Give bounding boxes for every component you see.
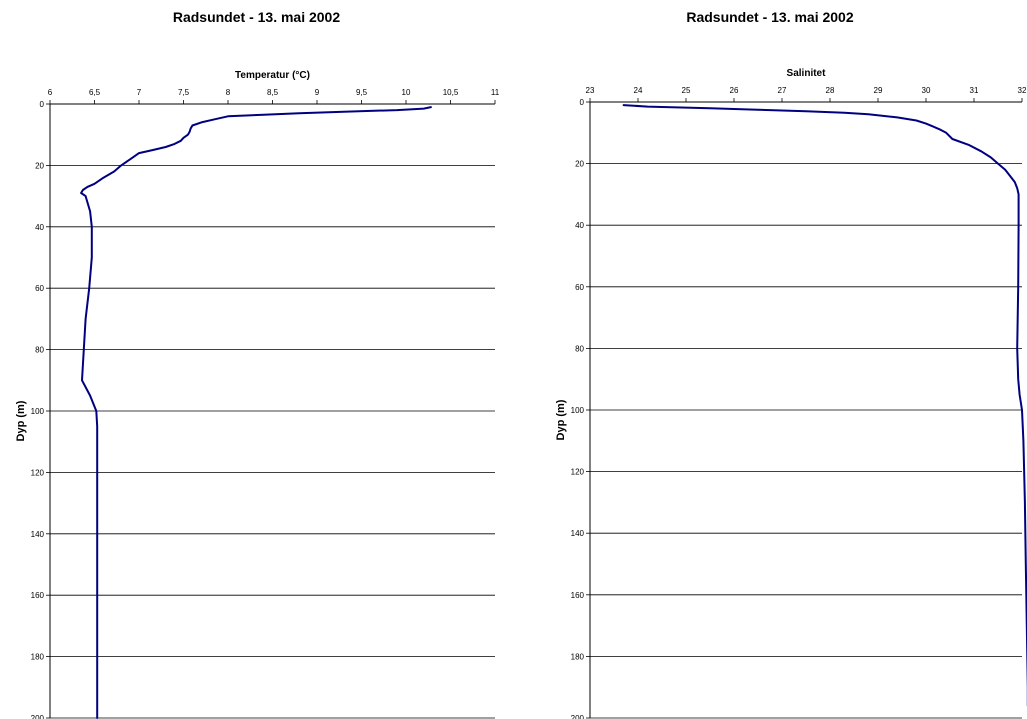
y-tick-label: 60 (35, 284, 44, 293)
y-tick-label: 40 (575, 221, 584, 230)
chart-title: Radsundet - 13. mai 2002 (172, 9, 341, 25)
y-tick-label: 140 (571, 529, 585, 538)
x-tick-label: 7,5 (178, 88, 190, 97)
y-tick-label: 100 (31, 407, 45, 416)
y-tick-label: 120 (31, 468, 45, 477)
y-tick-label: 180 (571, 652, 585, 661)
y-tick-label: 140 (31, 530, 45, 539)
y-axis-label: Dyp (m) (555, 399, 567, 440)
y-tick-label: 20 (35, 161, 44, 170)
temperature-chart: 6 6,5 7 7,5 8 8,5 9 9,5 10 10,5 11 0 20 40 60 80 100 120 1… (15, 70, 500, 719)
salinity-chart: 23 24 25 26 27 28 29 30 31 32 0 20 40 60 80 100 120 140 16… (555, 68, 1027, 719)
x-tick-label: 31 (970, 86, 979, 95)
x-tick-label: 7 (137, 88, 142, 97)
x-axis-label: Temperatur (°C) (235, 70, 310, 81)
salinity-chart-panel: Radsundet - 13. mai 2002 23 24 25 26 27 28 29 3… (513, 0, 1027, 719)
y-tick-label: 200 (571, 714, 585, 719)
x-tick-label: 10,5 (443, 88, 459, 97)
x-tick-label: 28 (826, 86, 835, 95)
x-axis-label: Salinitet (787, 68, 827, 79)
x-tick-label: 8 (226, 88, 231, 97)
x-tick-label: 9,5 (356, 88, 368, 97)
y-tick-label: 20 (575, 160, 584, 169)
y-tick-label: 80 (35, 346, 44, 355)
y-tick-label: 180 (31, 653, 45, 662)
x-tick-label: 29 (874, 86, 883, 95)
chart-title: Radsundet - 13. mai 2002 (686, 9, 854, 25)
y-tick-label: 200 (31, 714, 45, 719)
y-tick-label: 0 (580, 98, 585, 107)
x-tick-label: 24 (634, 86, 643, 95)
x-tick-label: 6 (48, 88, 53, 97)
x-tick-label: 11 (491, 88, 500, 97)
y-tick-label: 80 (575, 344, 584, 353)
y-axis-label: Dyp (m) (15, 400, 27, 441)
series-line (622, 104, 1027, 707)
y-tick-label: 0 (40, 100, 45, 109)
x-tick-label: 26 (730, 86, 739, 95)
y-tick-label: 160 (571, 591, 585, 600)
x-tick-label: 23 (586, 86, 595, 95)
y-tick-label: 100 (571, 406, 585, 415)
x-tick-label: 9 (315, 88, 320, 97)
x-tick-label: 6,5 (89, 88, 101, 97)
temperature-chart-panel: Radsundet - 13. mai 2002 6 6,5 7 7,5 8 8,5 9 9,… (0, 0, 513, 719)
y-tick-label: 160 (31, 591, 45, 600)
x-tick-label: 30 (922, 86, 931, 95)
y-tick-label: 120 (571, 468, 585, 477)
series-line (80, 106, 432, 719)
y-tick-label: 60 (575, 283, 584, 292)
x-tick-label: 32 (1018, 86, 1027, 95)
x-tick-label: 10 (402, 88, 411, 97)
x-tick-label: 27 (778, 86, 787, 95)
x-tick-label: 25 (682, 86, 691, 95)
y-tick-label: 40 (35, 223, 44, 232)
x-tick-label: 8,5 (267, 88, 279, 97)
